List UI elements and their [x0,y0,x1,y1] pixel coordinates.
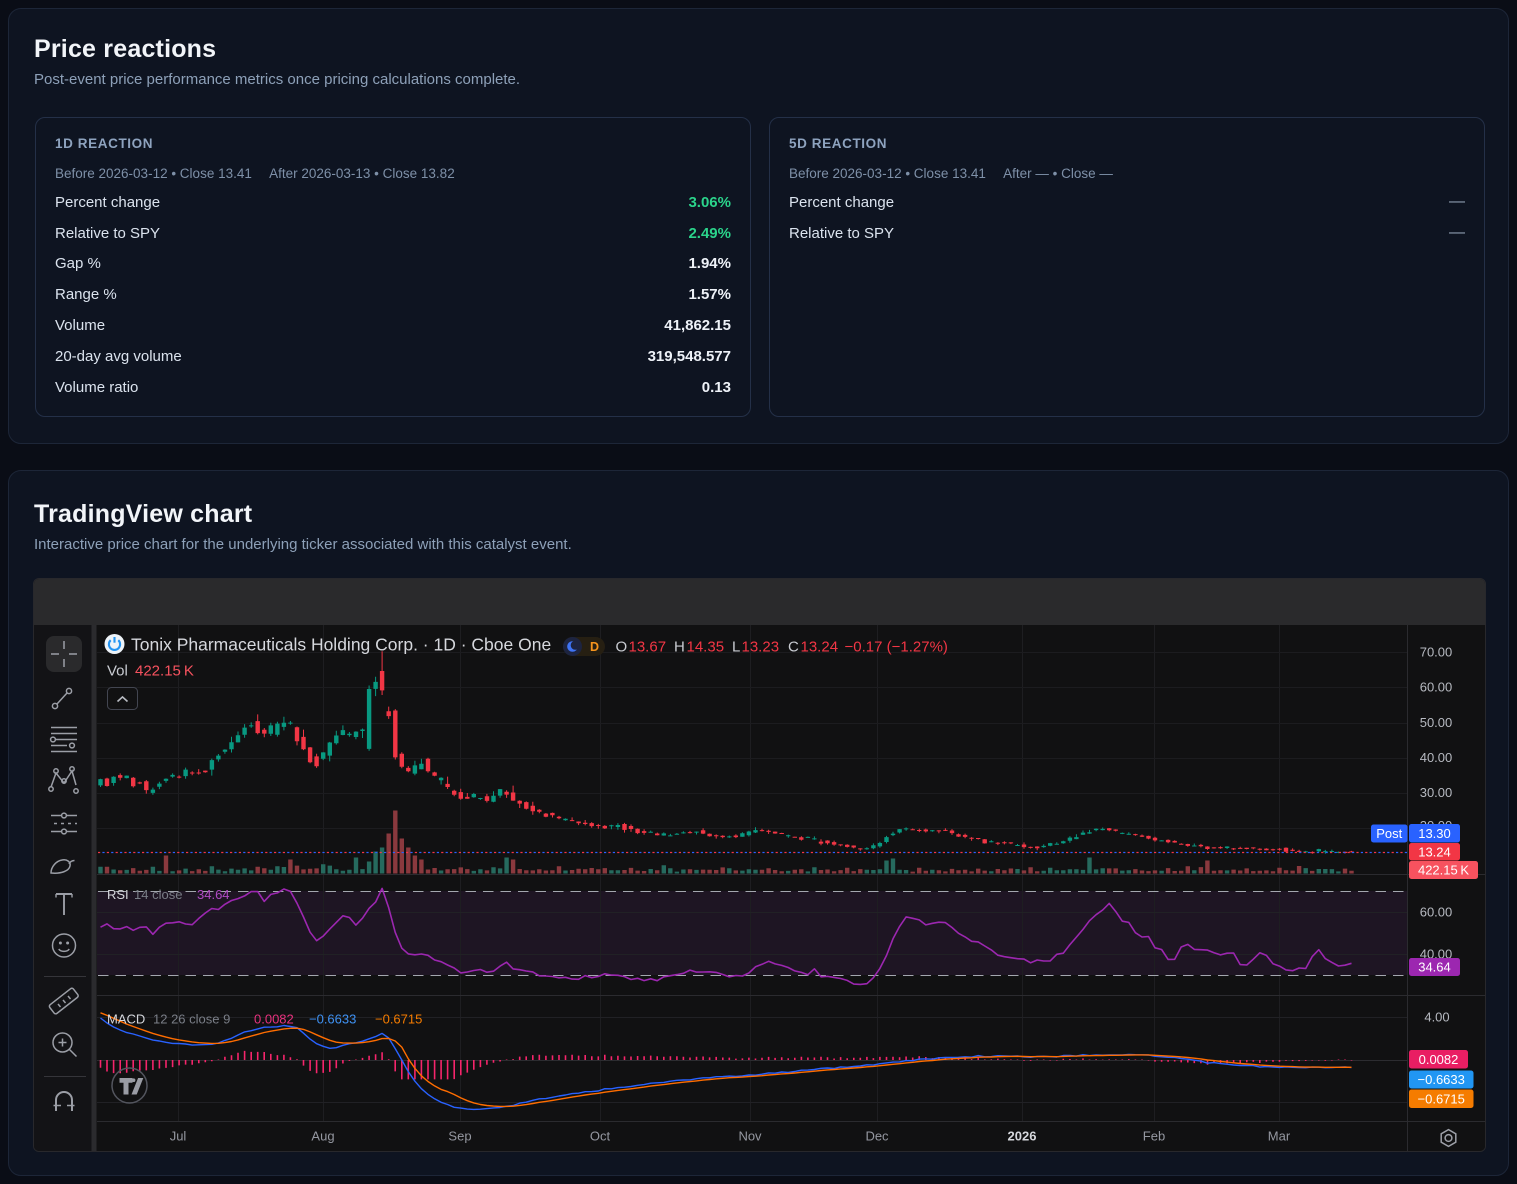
svg-text:14.35: 14.35 [687,639,725,656]
svg-text:Feb: Feb [1143,1129,1165,1144]
svg-text:34.64: 34.64 [197,887,230,902]
svg-text:4.00: 4.00 [1424,1009,1449,1024]
svg-text:−0.6715: −0.6715 [375,1012,422,1027]
svg-text:RSI: RSI [107,887,129,902]
svg-text:Nov: Nov [738,1129,762,1144]
svg-text:13.23: 13.23 [742,639,780,656]
svg-text:422.15 K: 422.15 K [135,663,194,680]
svg-text:60.00: 60.00 [1420,904,1453,919]
svg-text:Mar: Mar [1268,1129,1291,1144]
svg-text:−0.6715: −0.6715 [1418,1091,1465,1106]
svg-text:Tonix Pharmaceuticals Holding: Tonix Pharmaceuticals Holding Corp. · 1D… [131,635,551,655]
svg-text:D: D [590,640,599,654]
svg-text:13.24: 13.24 [1418,844,1451,859]
svg-text:13.24: 13.24 [801,639,839,656]
svg-text:34.64: 34.64 [1418,960,1451,975]
svg-text:Post: Post [1376,826,1402,841]
svg-text:O: O [616,639,628,656]
svg-text:0.0082: 0.0082 [1419,1052,1459,1067]
svg-text:Sep: Sep [448,1129,471,1144]
svg-text:−0.17 (−1.27%): −0.17 (−1.27%) [845,639,948,656]
svg-text:40.00: 40.00 [1420,946,1453,961]
svg-text:14 close: 14 close [134,887,182,902]
svg-text:40.00: 40.00 [1420,750,1453,765]
svg-text:−0.6633: −0.6633 [309,1012,356,1027]
svg-text:60.00: 60.00 [1420,680,1453,695]
svg-text:Vol: Vol [107,663,128,680]
svg-text:12 26 close 9: 12 26 close 9 [153,1012,230,1027]
svg-text:Dec: Dec [865,1129,889,1144]
svg-text:−0.6633: −0.6633 [1418,1072,1465,1087]
svg-text:MACD: MACD [107,1012,145,1027]
svg-text:13.30: 13.30 [1418,826,1451,841]
svg-text:13.67: 13.67 [629,639,667,656]
svg-text:Aug: Aug [311,1129,334,1144]
svg-text:0.0082: 0.0082 [254,1012,294,1027]
svg-text:H: H [674,639,685,656]
svg-text:L: L [732,639,740,656]
svg-text:70.00: 70.00 [1420,644,1453,659]
svg-text:2026: 2026 [1008,1129,1037,1144]
svg-text:Oct: Oct [590,1129,611,1144]
svg-text:30.00: 30.00 [1420,785,1453,800]
svg-text:C: C [788,639,799,656]
svg-text:50.00: 50.00 [1420,715,1453,730]
svg-text:Jul: Jul [170,1129,187,1144]
svg-text:422.15 K: 422.15 K [1418,863,1469,878]
